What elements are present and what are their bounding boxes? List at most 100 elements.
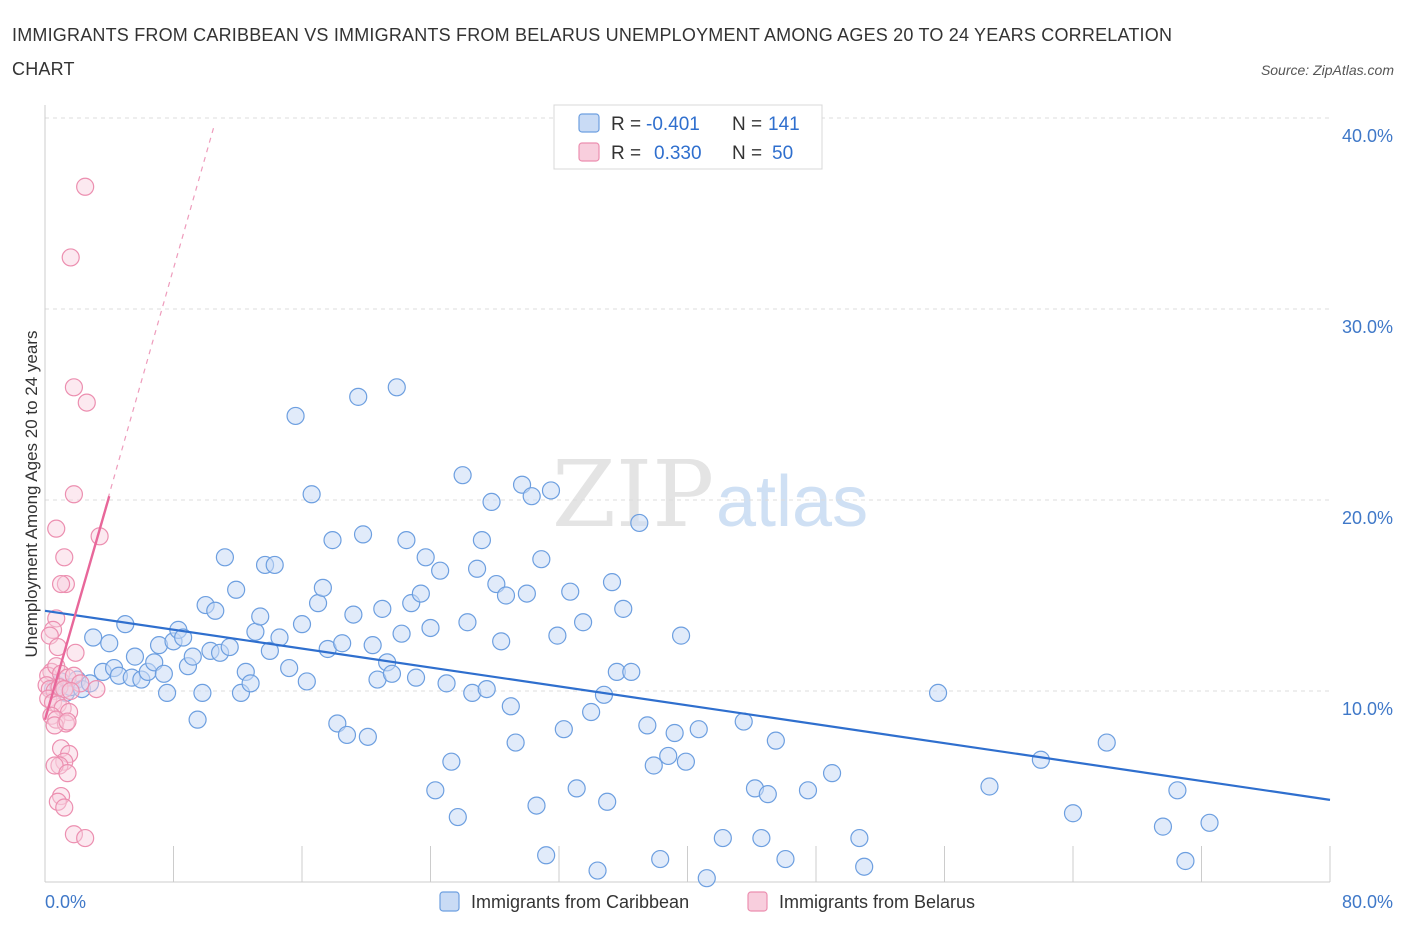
caribbean-point-113: [644, 756, 663, 775]
caribbean-point-43: [265, 555, 284, 575]
caribbean-point-15: [125, 647, 145, 666]
belarus-point-0: [76, 177, 95, 196]
caribbean-point-116: [665, 723, 684, 743]
caribbean-point-129: [822, 764, 842, 783]
bottom-legend-belarus: Immigrants from Belarus: [779, 892, 975, 912]
caribbean-point-127: [776, 849, 795, 869]
caribbean-point-65: [382, 664, 402, 683]
caribbean-point-124: [752, 828, 771, 848]
caribbean-point-106: [598, 792, 617, 811]
belarus-point-13: [66, 643, 85, 662]
caribbean-point-40: [251, 607, 270, 626]
caribbean-point-97: [541, 481, 561, 500]
y-tick-label-1: 20.0%: [1342, 508, 1393, 528]
caribbean-point-57: [344, 605, 363, 624]
caribbean-point-55: [333, 634, 352, 653]
caribbean-point-121: [713, 828, 732, 848]
belarus-point-8: [56, 574, 75, 594]
caribbean-point-82: [467, 559, 487, 578]
caribbean-point-50: [308, 594, 328, 613]
belarus-point-7: [55, 548, 74, 567]
caribbean-point-120: [697, 869, 716, 888]
caribbean-point-92: [517, 584, 536, 603]
legend-n-label-1: N =: [732, 114, 762, 135]
legend-r-value-1: -0.401: [646, 114, 700, 135]
belarus-point-11: [43, 620, 63, 639]
caribbean-point-130: [850, 828, 869, 848]
caribbean-point-90: [506, 733, 525, 752]
caribbean-point-85: [482, 492, 501, 512]
y-tick-label-3: 40.0%: [1342, 126, 1393, 146]
belarus-point-21: [71, 674, 90, 693]
caribbean-point-94: [527, 796, 546, 815]
legend-r-label-2: R =: [611, 143, 641, 164]
belarus-point-2: [64, 378, 84, 397]
caribbean-point-89: [501, 697, 520, 716]
caribbean-point-99: [554, 720, 573, 739]
caribbean-point-131: [855, 857, 874, 876]
caribbean-point-98: [548, 626, 567, 645]
caribbean-point-27: [188, 710, 207, 729]
y-tick-label-2: 30.0%: [1342, 317, 1393, 337]
caribbean-point-107: [602, 573, 622, 592]
caribbean-point-132: [928, 683, 948, 703]
caribbean-point-128: [798, 781, 818, 800]
caribbean-point-87: [492, 632, 511, 651]
legend-swatch-belarus: [578, 142, 600, 162]
belarus-point-4: [64, 485, 84, 504]
caribbean-point-35: [227, 580, 246, 599]
caribbean-point-103: [582, 702, 601, 722]
caribbean-point-72: [416, 548, 435, 567]
caribbean-point-68: [397, 531, 416, 550]
series-legend: Immigrants from Caribbean Immigrants fro…: [439, 891, 975, 912]
caribbean-point-118: [676, 752, 695, 771]
legend-n-value-2: 50: [772, 143, 793, 164]
correlation-legend: R = -0.401 N = 141 R = 0.330 N = 50: [553, 104, 823, 170]
belarus-point-27: [61, 681, 80, 701]
caribbean-point-88: [496, 586, 516, 605]
caribbean-point-61: [363, 636, 382, 655]
caribbean-point-20: [154, 664, 173, 683]
x-tick-label-0: 0.0%: [45, 892, 86, 912]
belarus-point-6: [47, 519, 66, 538]
x-tick-label-1: 80.0%: [1342, 892, 1393, 912]
watermark-zip: ZIP: [552, 441, 714, 548]
caribbean-point-31: [206, 601, 225, 620]
belarus-point-9: [51, 574, 71, 594]
caribbean-point-134: [1031, 750, 1050, 769]
caribbean-point-67: [392, 624, 411, 643]
caribbean-point-26: [183, 647, 202, 666]
caribbean-point-115: [659, 746, 678, 766]
legend-r-label-1: R =: [611, 114, 641, 135]
caribbean-point-74: [426, 781, 445, 800]
caribbean-point-101: [567, 779, 586, 798]
caribbean-point-45: [280, 658, 299, 678]
caribbean-point-135: [1097, 733, 1116, 752]
caribbean-point-53: [323, 531, 342, 550]
series-belarus-points: [37, 177, 109, 848]
caribbean-point-140: [1063, 804, 1083, 823]
trend-lines: [43, 127, 1331, 801]
caribbean-point-76: [437, 674, 456, 693]
caribbean-point-42: [260, 641, 279, 660]
caribbean-point-75: [431, 561, 450, 580]
caribbean-point-39: [246, 622, 265, 641]
caribbean-point-28: [193, 683, 212, 703]
caribbean-point-93: [522, 487, 541, 506]
belarus-point-1: [61, 248, 80, 267]
caribbean-point-117: [671, 626, 691, 645]
caribbean-point-66: [387, 378, 406, 397]
series-caribbean-points: [43, 378, 1219, 888]
caribbean-point-136: [1168, 781, 1187, 800]
caribbean-point-96: [537, 846, 556, 865]
caribbean-point-63: [373, 599, 392, 618]
caribbean-point-48: [297, 672, 316, 691]
y-axis-label: Unemployment Among Ages 20 to 24 years: [22, 331, 41, 658]
legend-r-value-2: 0.330: [654, 143, 702, 164]
legend-swatch-caribbean: [578, 113, 600, 133]
caribbean-point-21: [157, 683, 177, 703]
legend-n-label-2: N =: [732, 143, 762, 164]
caribbean-point-112: [638, 716, 657, 735]
caribbean-point-95: [532, 550, 551, 569]
